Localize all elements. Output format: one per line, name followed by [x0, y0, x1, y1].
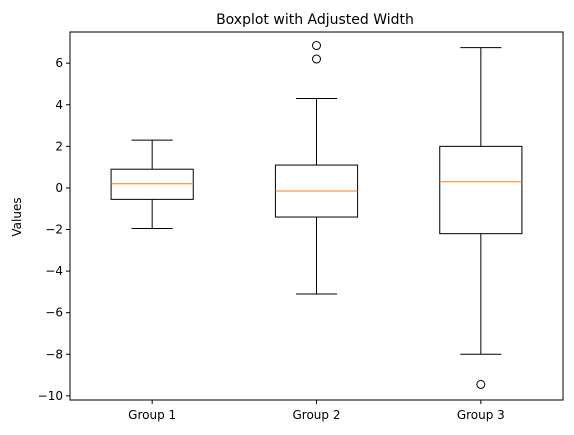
y-tick-label: 4 [55, 98, 63, 112]
y-tick-label: −2 [45, 223, 63, 237]
outlier-point [312, 41, 321, 51]
x-tick-label: Group 1 [128, 408, 176, 422]
box-series [110, 41, 523, 389]
iqr-box [110, 168, 194, 200]
outlier-point [476, 379, 486, 389]
y-tick-label: −10 [38, 389, 63, 403]
x-tick-label: Group 3 [457, 408, 505, 422]
y-tick-label: −4 [45, 264, 63, 278]
box-group-3 [439, 47, 523, 389]
y-axis-label: Values [10, 197, 24, 236]
box-group-2 [274, 41, 359, 295]
y-tick-label: −6 [45, 306, 63, 320]
iqr-box [439, 145, 523, 235]
x-tick-label: Group 2 [293, 408, 341, 422]
outlier-point [312, 54, 321, 64]
y-tick-label: 6 [55, 56, 63, 70]
y-tick-label: −8 [45, 347, 63, 361]
y-tick-label: 0 [55, 181, 63, 195]
plot-frame [69, 31, 564, 401]
box-group-1 [110, 139, 194, 229]
axis-ticks: 6 4 2 0 −2 −4 −6 −8 −10 Group 1 Group 2 Group 3 [38, 56, 505, 422]
y-tick-label: 2 [55, 139, 63, 153]
chart-title: Boxplot with Adjusted Width [216, 12, 414, 28]
